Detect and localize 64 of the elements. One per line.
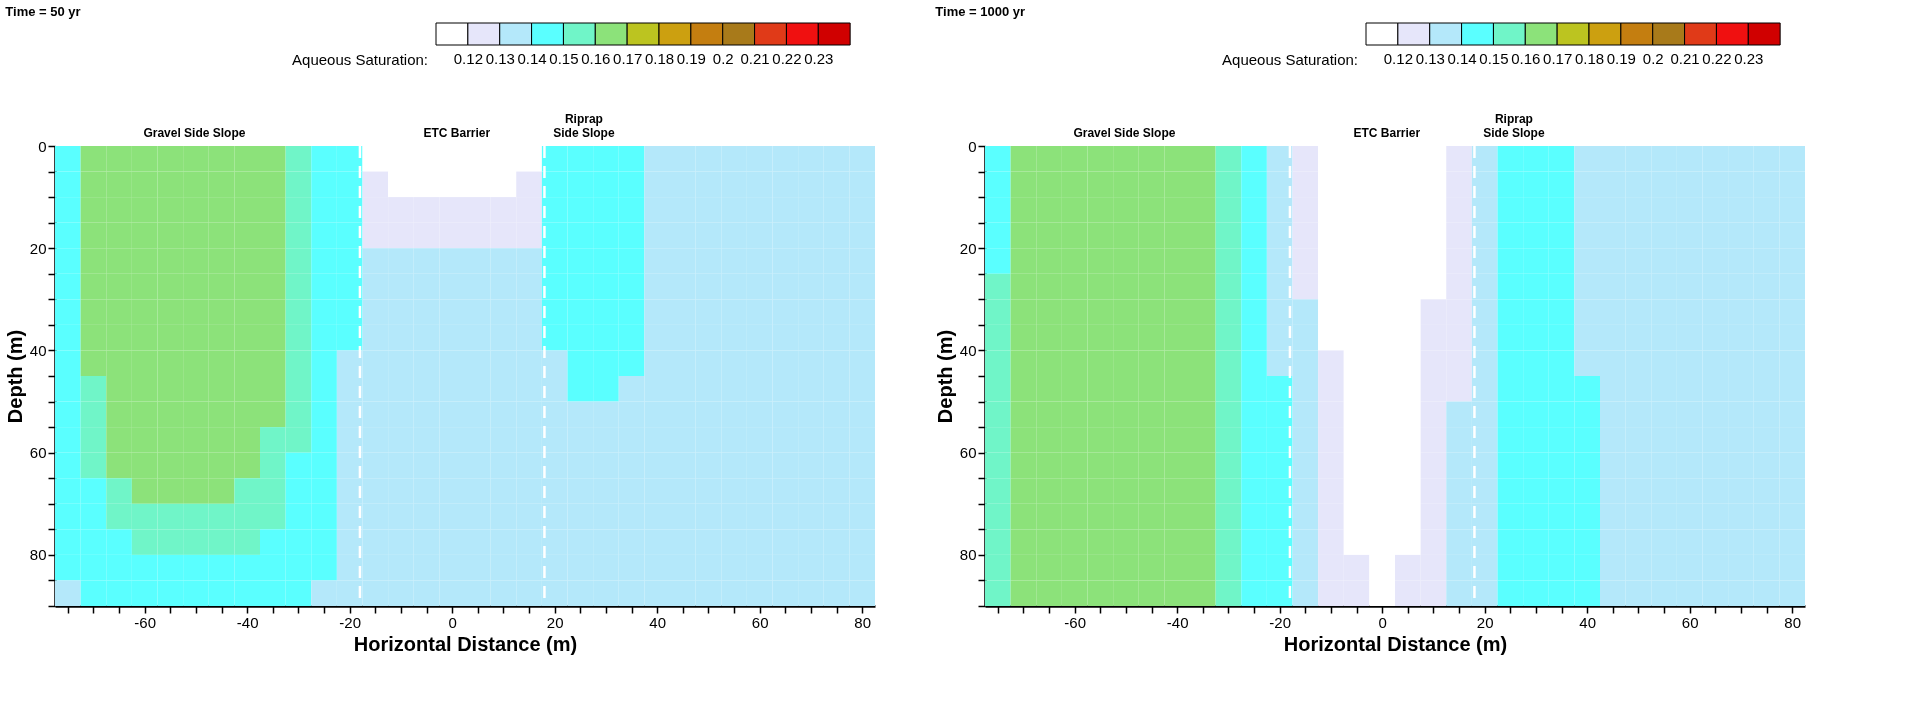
y-tick-label: 80 (959, 546, 977, 564)
text: Riprap Side Slope (1483, 112, 1545, 140)
text: ETC Barrier (1353, 126, 1421, 140)
x-tick-label: -40 (236, 613, 259, 631)
x-tick-label: 80 (854, 613, 872, 631)
x-tick-label: 20 (546, 613, 564, 631)
y-tick-label: 40 (959, 341, 977, 359)
color-bar-label: 0.18 (644, 49, 675, 67)
color-bar-title: Aqueous Saturation: (292, 51, 429, 68)
color-bar-label: 0.13 (485, 49, 515, 67)
color-bar-label: 0.22 (772, 49, 802, 67)
color-bar-label: 0.17 (613, 49, 643, 67)
x-tick-label: -20 (339, 613, 362, 631)
color-bar-label: 0.19 (1606, 49, 1636, 67)
x-tick-label: 80 (1784, 613, 1802, 631)
chart-title: Time = 50 yr (5, 3, 81, 19)
color-bar-label: 0.16 (581, 49, 611, 67)
chart-title: Time = 1000 yr (935, 3, 1026, 19)
color-bar-label: 0.17 (1543, 49, 1573, 67)
x-tick-label: 0 (1378, 613, 1387, 631)
y-axis-title: Depth (m) (3, 329, 26, 424)
x-tick-label: 40 (649, 613, 667, 631)
x-tick-label: -20 (1269, 613, 1292, 631)
text: ETC Barrier (423, 126, 491, 140)
color-bar-label: 0.14 (517, 49, 547, 67)
x-axis-title: Horizontal Distance (m) (1283, 632, 1508, 655)
color-bar-label: 0.15 (549, 49, 579, 67)
color-bar-label: 0.2 (712, 49, 734, 67)
color-bar-label: 0.21 (1670, 49, 1700, 67)
y-tick-label: 0 (38, 137, 47, 155)
y-tick-label: 20 (29, 239, 47, 257)
color-bar-label: 0.21 (740, 49, 770, 67)
x-tick-label: 20 (1476, 613, 1494, 631)
text: Gravel Side Slope (143, 126, 246, 140)
color-bar-label: 0.22 (1702, 49, 1732, 67)
color-bar-label: 0.23 (804, 49, 834, 67)
x-tick-label: -60 (134, 613, 157, 631)
y-tick-label: 20 (959, 239, 977, 257)
x-tick-label: 40 (1579, 613, 1597, 631)
color-bar-label: 0.18 (1574, 49, 1605, 67)
y-tick-label: 60 (959, 444, 977, 462)
color-bar-label: 0.16 (1511, 49, 1541, 67)
color-bar-label: 0.19 (676, 49, 706, 67)
x-tick-label: -40 (1166, 613, 1189, 631)
y-axis-title: Depth (m) (933, 329, 956, 424)
x-tick-label: 0 (448, 613, 457, 631)
y-tick-label: 80 (29, 546, 47, 564)
color-bar-label: 0.14 (1447, 49, 1477, 67)
y-tick-label: 40 (29, 341, 47, 359)
color-bar-label: 0.15 (1479, 49, 1509, 67)
x-tick-label: 60 (1681, 613, 1699, 631)
x-axis-title: Horizontal Distance (m) (353, 632, 578, 655)
color-bar-label: 0.23 (1734, 49, 1764, 67)
x-tick-label: -60 (1064, 613, 1087, 631)
color-bar-label: 0.13 (1415, 49, 1445, 67)
text: Gravel Side Slope (1073, 126, 1176, 140)
color-bar-label: 0.2 (1642, 49, 1664, 67)
y-tick-label: 60 (29, 444, 47, 462)
x-tick-label: 60 (751, 613, 769, 631)
color-bar-title: Aqueous Saturation: (1222, 51, 1359, 68)
text: Riprap Side Slope (553, 112, 615, 140)
color-bar-label: 0.12 (1383, 49, 1413, 67)
color-bar-label: 0.12 (453, 49, 483, 67)
y-tick-label: 0 (968, 137, 977, 155)
